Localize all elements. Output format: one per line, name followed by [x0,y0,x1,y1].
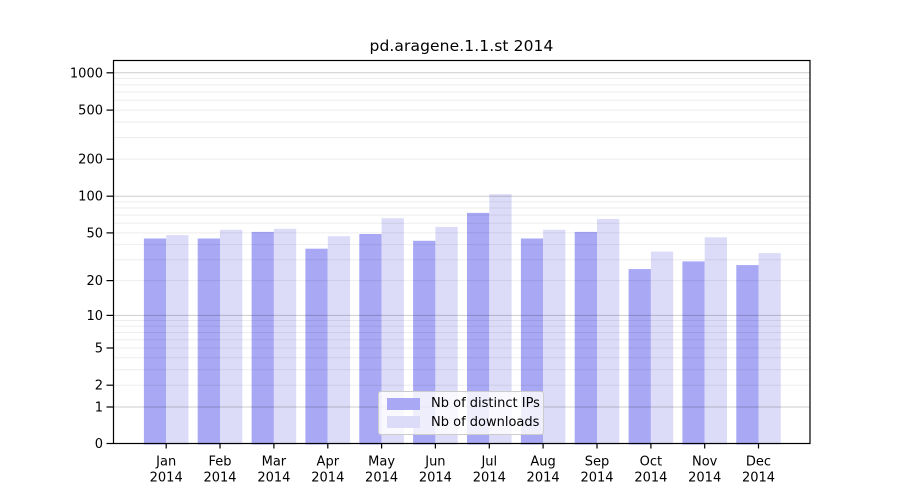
y-tick-label: 50 [86,226,103,241]
x-tick-label-month: Oct [640,455,662,470]
bar-nb-of-downloads-aug [543,229,566,445]
legend-label-distinct-ips: Nb of distinct IPs [431,396,540,412]
bar-nb-of-downloads-oct [650,251,674,445]
y-tick-label: 0 [95,437,103,452]
y-tick-label: 1000 [70,66,103,81]
y-tick-label: 1 [95,401,103,416]
bar-nb-of-distinct-ips-nov [682,261,705,445]
x-tick-label-month: Jul [480,455,497,470]
x-tick-label-year: 2014 [473,471,506,486]
x-tick-label-year: 2014 [527,471,560,486]
y-tick-label: 200 [78,153,103,168]
y-tick-label: 10 [86,309,103,324]
x-tick-label-month: Nov [692,455,718,470]
bar-nb-of-downloads-may [381,218,404,445]
bar-nb-of-distinct-ips-mar [251,231,274,445]
plot-border [112,59,811,445]
x-tick-label-year: 2014 [150,471,183,486]
y-tick-label: 500 [78,104,103,119]
bar-nb-of-downloads-sep [597,219,620,445]
x-tick-label-month: Jan [155,455,176,470]
x-tick-label-month: Mar [262,455,287,470]
x-tick-label-month: Jun [424,455,445,470]
bar-nb-of-downloads-dec [758,253,781,445]
bar-nb-of-distinct-ips-may [359,234,382,445]
legend: Nb of distinct IPs Nb of downloads [378,391,544,435]
x-tick-label-year: 2014 [365,471,398,486]
bar-nb-of-downloads-jun [435,226,458,445]
legend-label-downloads: Nb of downloads [431,414,540,430]
bar-nb-of-distinct-ips-feb [197,238,220,445]
x-tick-label-year: 2014 [311,471,344,486]
y-tick-label: 100 [78,190,103,205]
bar-nb-of-downloads-mar [273,228,297,445]
y-tick-label: 5 [95,342,103,357]
x-tick-label-year: 2014 [419,471,452,486]
legend-swatch-distinct-ips [387,397,420,410]
legend-item-downloads: Nb of downloads [387,416,543,429]
bar-nb-of-distinct-ips-oct [628,269,651,445]
x-tick-label-year: 2014 [203,471,236,486]
bar-nb-of-downloads-jan [166,235,189,445]
x-tick-label-year: 2014 [257,471,290,486]
x-tick-label-year: 2014 [580,471,613,486]
bar-nb-of-downloads-jul [489,194,512,445]
bar-nb-of-downloads-apr [327,236,351,445]
bar-nb-of-downloads-feb [220,229,243,445]
x-tick-label-year: 2014 [742,471,775,486]
x-tick-label-month: Aug [530,455,555,470]
legend-swatch-downloads [387,416,420,429]
bar-nb-of-distinct-ips-jan [143,238,167,445]
bar-nb-of-distinct-ips-sep [574,231,597,445]
x-tick-label-year: 2014 [634,471,667,486]
x-tick-label-month: Apr [317,455,340,470]
bar-nb-of-distinct-ips-jul [467,212,490,445]
x-tick-label-month: Dec [746,455,771,470]
x-tick-label-year: 2014 [688,471,721,486]
x-tick-label-month: Feb [208,455,231,470]
x-tick-label-month: May [368,455,395,470]
chart-title: pd.aragene.1.1.st 2014 [369,37,554,55]
y-tick-label: 20 [86,274,103,289]
bar-nb-of-downloads-nov [704,237,727,445]
bar-nb-of-distinct-ips-dec [736,265,759,445]
y-tick-label: 2 [95,379,103,394]
legend-item-distinct-ips: Nb of distinct IPs [387,397,543,410]
bar-nb-of-distinct-ips-apr [305,248,328,445]
x-tick-label-month: Sep [585,455,610,470]
